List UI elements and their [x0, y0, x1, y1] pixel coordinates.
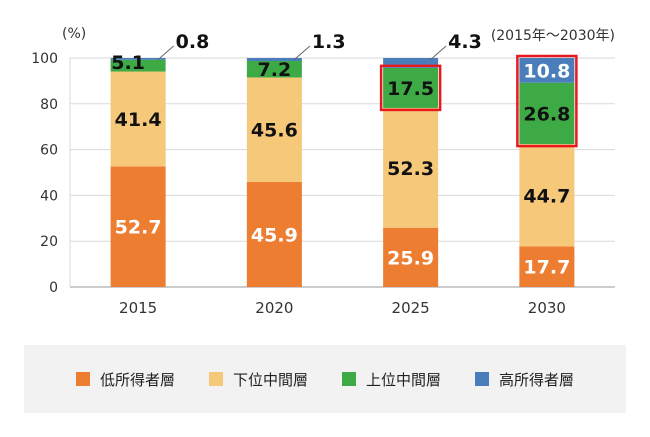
stacked-bar-chart: 0 20 40 60 80 100 2015 2020 2025 2030 52.7 41.4 5.… — [31, 26, 615, 317]
bar-segment — [110, 58, 166, 60]
legend-swatch — [75, 372, 90, 386]
data-labels: 52.7 41.4 5.1 0.8 45.9 45.6 7.2 1.3 25.9 52.3 17.5… — [111, 31, 570, 279]
data-label: 1.3 — [312, 31, 346, 53]
highlight-box — [516, 54, 578, 148]
y-tick-label: 100 — [31, 51, 58, 67]
bar-segment — [246, 77, 302, 182]
highlight-box — [379, 64, 442, 112]
legend-label: 上位中間層 — [366, 370, 442, 389]
x-tick-label: 2030 — [528, 299, 566, 317]
legend-item: 高所得者層 — [475, 369, 574, 390]
bar-segment — [519, 82, 575, 145]
bar-segment — [383, 67, 439, 108]
legend-swatch — [342, 372, 356, 386]
legend-label: 低所得者層 — [99, 370, 175, 389]
data-label: 41.4 — [115, 109, 162, 131]
y-tick-label: 40 — [40, 188, 58, 204]
callout-line — [429, 45, 447, 61]
bars — [110, 54, 578, 287]
bar-segment — [383, 227, 439, 287]
data-label: 10.8 — [523, 60, 570, 82]
legend-label: 下位中間層 — [232, 370, 308, 389]
bar-segment — [110, 166, 166, 287]
data-label: 52.7 — [115, 217, 162, 239]
x-tick-label: 2020 — [255, 299, 293, 317]
y-axis-unit: (%) — [62, 26, 86, 42]
data-label: 45.9 — [251, 224, 298, 246]
bar-segment — [519, 246, 575, 287]
y-tick-label: 20 — [40, 234, 58, 250]
legend-label: 高所得者層 — [499, 370, 575, 389]
legend: 低所得者層 下位中間層 上位中間層 高所得者層 — [24, 345, 626, 413]
data-label: 44.7 — [523, 185, 570, 207]
data-label: 5.1 — [111, 52, 145, 74]
bar-segment — [110, 59, 166, 72]
legend-item: 上位中間層 — [342, 369, 441, 390]
x-tick-label: 2025 — [392, 299, 430, 317]
bar-segment — [246, 58, 302, 61]
bar-segment — [519, 58, 575, 83]
chart-annotation: (2015年～2030年) — [491, 28, 615, 44]
legend-swatch — [475, 372, 490, 386]
data-label: 25.9 — [387, 247, 434, 269]
data-label: 17.7 — [523, 257, 570, 279]
x-axis-ticks: 2015 2020 2025 2030 — [119, 299, 566, 317]
bar-segment — [246, 60, 302, 78]
callout-line — [157, 45, 174, 61]
legend-item: 低所得者層 — [75, 369, 175, 390]
data-label: 7.2 — [258, 59, 292, 81]
callout-line — [293, 45, 311, 61]
y-tick-label: 60 — [40, 143, 58, 159]
x-tick-label: 2015 — [119, 299, 157, 317]
data-label: 45.6 — [251, 120, 298, 142]
y-tick-label: 0 — [49, 280, 58, 296]
y-tick-label: 80 — [40, 97, 58, 113]
legend-swatch — [208, 372, 223, 386]
data-label: 17.5 — [387, 78, 434, 100]
data-label: 52.3 — [387, 158, 434, 180]
bar-segment — [383, 107, 439, 228]
bar-segment — [110, 71, 166, 167]
data-label: 0.8 — [176, 31, 210, 53]
y-axis-ticks: 0 20 40 60 80 100 — [31, 51, 58, 296]
data-label: 4.3 — [448, 31, 482, 53]
bar-segment — [519, 144, 575, 247]
bar-segment — [246, 181, 302, 287]
data-label: 26.8 — [523, 103, 570, 125]
legend-item: 下位中間層 — [208, 369, 308, 390]
bar-segment — [383, 58, 439, 68]
